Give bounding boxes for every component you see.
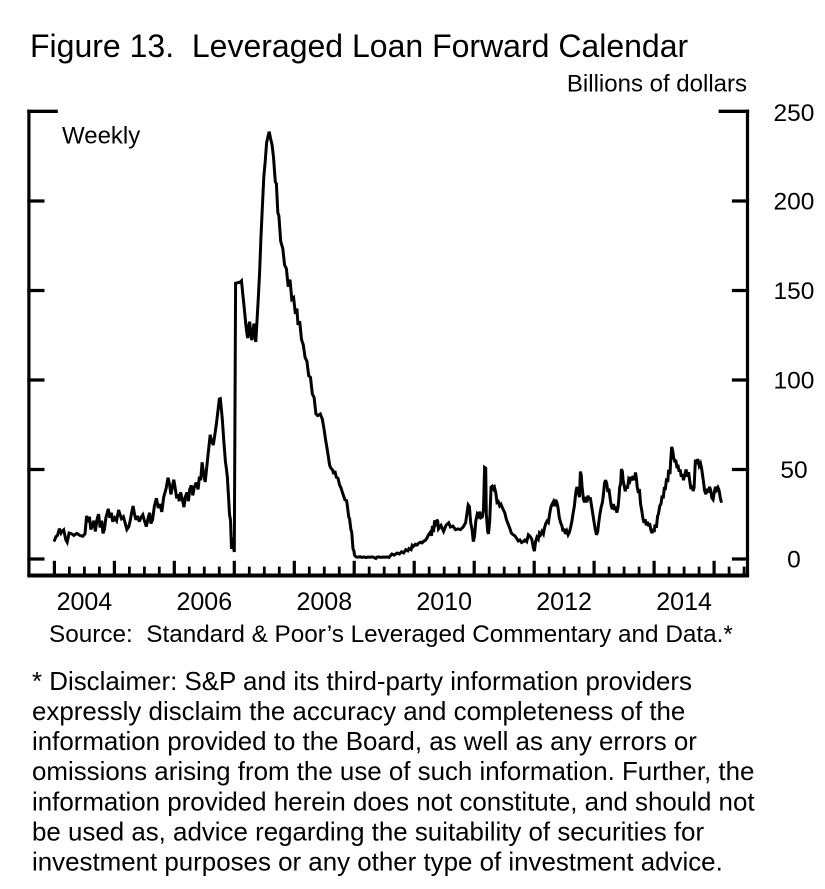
- svg-text:Source: Standard & Poor’s Lev: Source: Standard & Poor’s Leveraged Comm…: [49, 621, 733, 648]
- svg-text:Weekly: Weekly: [62, 123, 140, 150]
- svg-text:2010: 2010: [416, 588, 472, 616]
- svg-text:Billions of dollars: Billions of dollars: [567, 71, 747, 98]
- svg-text:2012: 2012: [536, 588, 592, 616]
- svg-text:* Disclaimer: S&P and its thir: * Disclaimer: S&P and its third-party in…: [32, 668, 692, 696]
- svg-text:50: 50: [780, 457, 807, 484]
- svg-text:expressly disclaim the accurac: expressly disclaim the accuracy and comp…: [32, 698, 685, 726]
- svg-text:150: 150: [774, 278, 815, 305]
- svg-text:2008: 2008: [296, 588, 352, 616]
- svg-text:2004: 2004: [57, 588, 113, 616]
- svg-text:Figure 13. Leveraged Loan For: Figure 13. Leveraged Loan Forward Calend…: [30, 28, 689, 64]
- svg-text:information provided to the Bo: information provided to the Board, as we…: [32, 728, 697, 756]
- svg-text:be used as, advice regarding t: be used as, advice regarding the suitabi…: [32, 819, 704, 847]
- svg-text:200: 200: [774, 189, 815, 216]
- svg-text:omissions arising from the use: omissions arising from the use of such i…: [32, 758, 754, 786]
- svg-text:2006: 2006: [176, 588, 232, 616]
- svg-text:2014: 2014: [656, 588, 712, 616]
- svg-text:0: 0: [787, 547, 801, 574]
- svg-text:100: 100: [774, 368, 815, 395]
- svg-text:250: 250: [774, 100, 815, 127]
- svg-text:investment purposes or any oth: investment purposes or any other type of…: [32, 849, 723, 877]
- svg-text:information provided herein do: information provided herein does not con…: [32, 788, 755, 816]
